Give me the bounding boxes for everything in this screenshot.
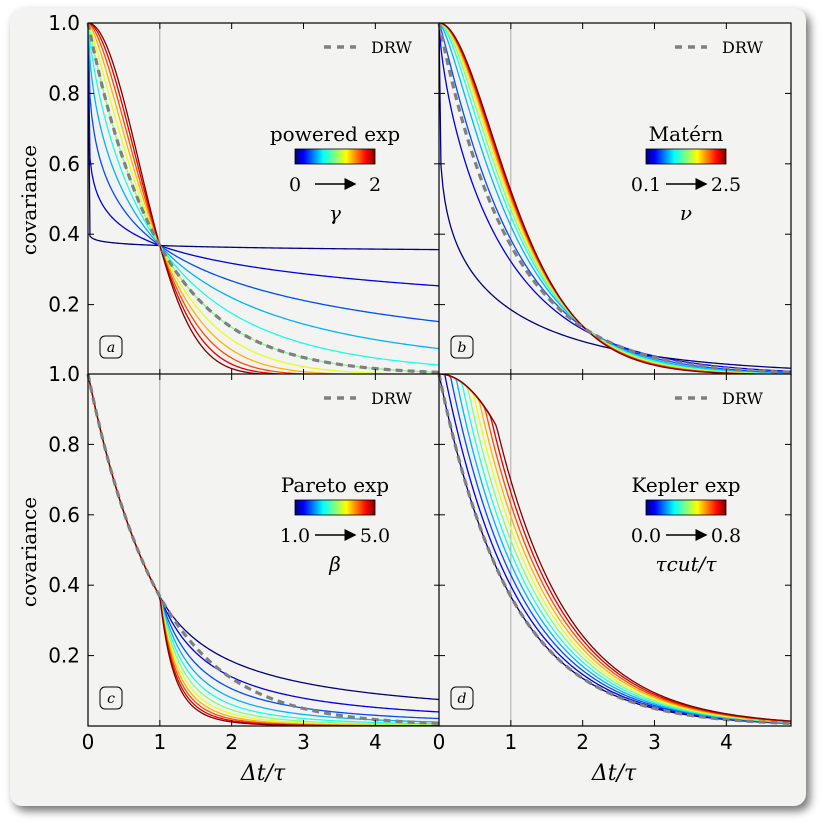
legend-label-drw: DRW xyxy=(371,38,413,57)
frame-d xyxy=(438,373,792,727)
colorbar-min-d: 0.0 xyxy=(631,525,661,547)
legend-label-drw: DRW xyxy=(722,389,764,408)
series-line-b-3 xyxy=(439,23,791,375)
series-line-d-10 xyxy=(439,374,791,722)
legend-label-drw: DRW xyxy=(722,38,764,57)
panel-label-b: b xyxy=(458,340,467,356)
series-line-a-1 xyxy=(88,23,440,287)
y-axis-label-top: covariance xyxy=(17,145,41,255)
colorbar-max-d: 0.8 xyxy=(711,525,741,547)
x-tick-label: 4 xyxy=(720,730,733,754)
colorbar-d: Kepler exp 0.0 0.8 τcut/τ xyxy=(631,473,741,576)
colorbar-min-b: 0.1 xyxy=(631,174,661,196)
colorbar-gradient xyxy=(645,499,727,516)
drw-line-b xyxy=(437,22,792,374)
colorbar-a: powered exp 0 2 γ xyxy=(270,122,400,225)
series-line-b-2 xyxy=(439,23,791,374)
colorbar-min-c: 1.0 xyxy=(280,525,310,547)
plot-area-b xyxy=(439,23,791,375)
colorbar-param-b: ν xyxy=(680,201,692,225)
panel-d: 0 1 2 3 4 DRW Kepler exp 0.0 0.8 τcut/τ d xyxy=(433,373,792,754)
x-tick-label: 3 xyxy=(648,730,661,754)
x-tick-label: 3 xyxy=(297,730,310,754)
colorbar-max-c: 5.0 xyxy=(360,525,390,547)
x-tick-label: 1 xyxy=(504,730,517,754)
panel-label-box xyxy=(450,686,474,710)
plot-area-c xyxy=(88,374,440,726)
colorbar-b: Matérn 0.1 2.5 ν xyxy=(631,122,741,225)
colorbar-title-a: powered exp xyxy=(270,122,400,146)
series-line-a-2 xyxy=(88,23,440,323)
panel-label-box xyxy=(99,686,123,710)
y-axis-label-bottom: covariance xyxy=(17,497,41,607)
y-tick-label: 0.4 xyxy=(48,573,80,597)
drw-line-d xyxy=(437,373,792,725)
x-tick-label: 0 xyxy=(82,730,95,754)
legend-a: DRW xyxy=(324,38,413,57)
legend-d: DRW xyxy=(675,389,764,408)
x-tick-label: 4 xyxy=(369,730,382,754)
colorbar-param-a: γ xyxy=(329,201,341,225)
panel-label-a: a xyxy=(107,340,115,356)
y-tick-label: 0.8 xyxy=(48,81,80,105)
colorbar-max-b: 2.5 xyxy=(711,174,741,196)
panel-label-box xyxy=(99,335,123,359)
colorbar-param-d: τcut/τ xyxy=(656,552,718,576)
panel-label-c: c xyxy=(107,691,115,707)
panel-c: 0 1 2 3 4 0.2 0.4 0.6 0.8 1.0 DRW Pareto exp 1.0 5.0 β… xyxy=(48,362,441,754)
x-tick-label: 2 xyxy=(576,730,589,754)
x-tick-label: 0 xyxy=(433,730,446,754)
drw-line-c xyxy=(86,373,441,725)
colorbar-gradient xyxy=(294,499,376,516)
curves-b xyxy=(439,23,791,375)
series-line-a-9 xyxy=(88,23,440,375)
colorbar-title-b: Matérn xyxy=(649,122,724,146)
y-tick-label: 0.6 xyxy=(48,503,80,527)
colorbar-title-d: Kepler exp xyxy=(631,473,740,497)
legend-c: DRW xyxy=(324,389,413,408)
drw-line-a xyxy=(86,22,441,374)
x-tick-label: 1 xyxy=(153,730,166,754)
legend-label-drw: DRW xyxy=(371,389,413,408)
colorbar-param-c: β xyxy=(328,552,341,576)
colorbar-gradient xyxy=(294,148,376,165)
panel-b: DRW Matérn 0.1 2.5 ν b xyxy=(437,22,792,376)
y-tick-label: 1.0 xyxy=(48,11,80,35)
panel-a: 0.2 0.4 0.6 0.8 1.0 DRW powered exp 0 2 γ a xyxy=(48,11,441,376)
y-tick-label: 0.2 xyxy=(48,293,80,317)
colorbar-gradient xyxy=(645,148,727,165)
colorbar-max-a: 2 xyxy=(369,174,381,196)
series-line-a-3 xyxy=(88,23,440,350)
curves-d xyxy=(439,374,791,725)
y-tick-label: 1.0 xyxy=(48,362,80,386)
x-axis-label-right: Δt/τ xyxy=(591,761,637,786)
series-line-a-0 xyxy=(88,23,440,251)
series-line-a-4 xyxy=(88,23,440,366)
y-tick-label: 0.2 xyxy=(48,644,80,668)
panel-label-d: d xyxy=(458,691,467,707)
y-tick-label: 0.8 xyxy=(48,432,80,456)
colorbar-title-c: Pareto exp xyxy=(281,473,389,497)
x-tick-label: 2 xyxy=(225,730,238,754)
panel-label-box xyxy=(450,335,474,359)
legend-b: DRW xyxy=(675,38,764,57)
x-axis-label-left: Δt/τ xyxy=(240,761,286,786)
colorbar-min-a: 0 xyxy=(289,174,301,196)
y-tick-label: 0.4 xyxy=(48,222,80,246)
y-tick-label: 0.6 xyxy=(48,152,80,176)
colorbar-c: Pareto exp 1.0 5.0 β xyxy=(280,473,390,576)
